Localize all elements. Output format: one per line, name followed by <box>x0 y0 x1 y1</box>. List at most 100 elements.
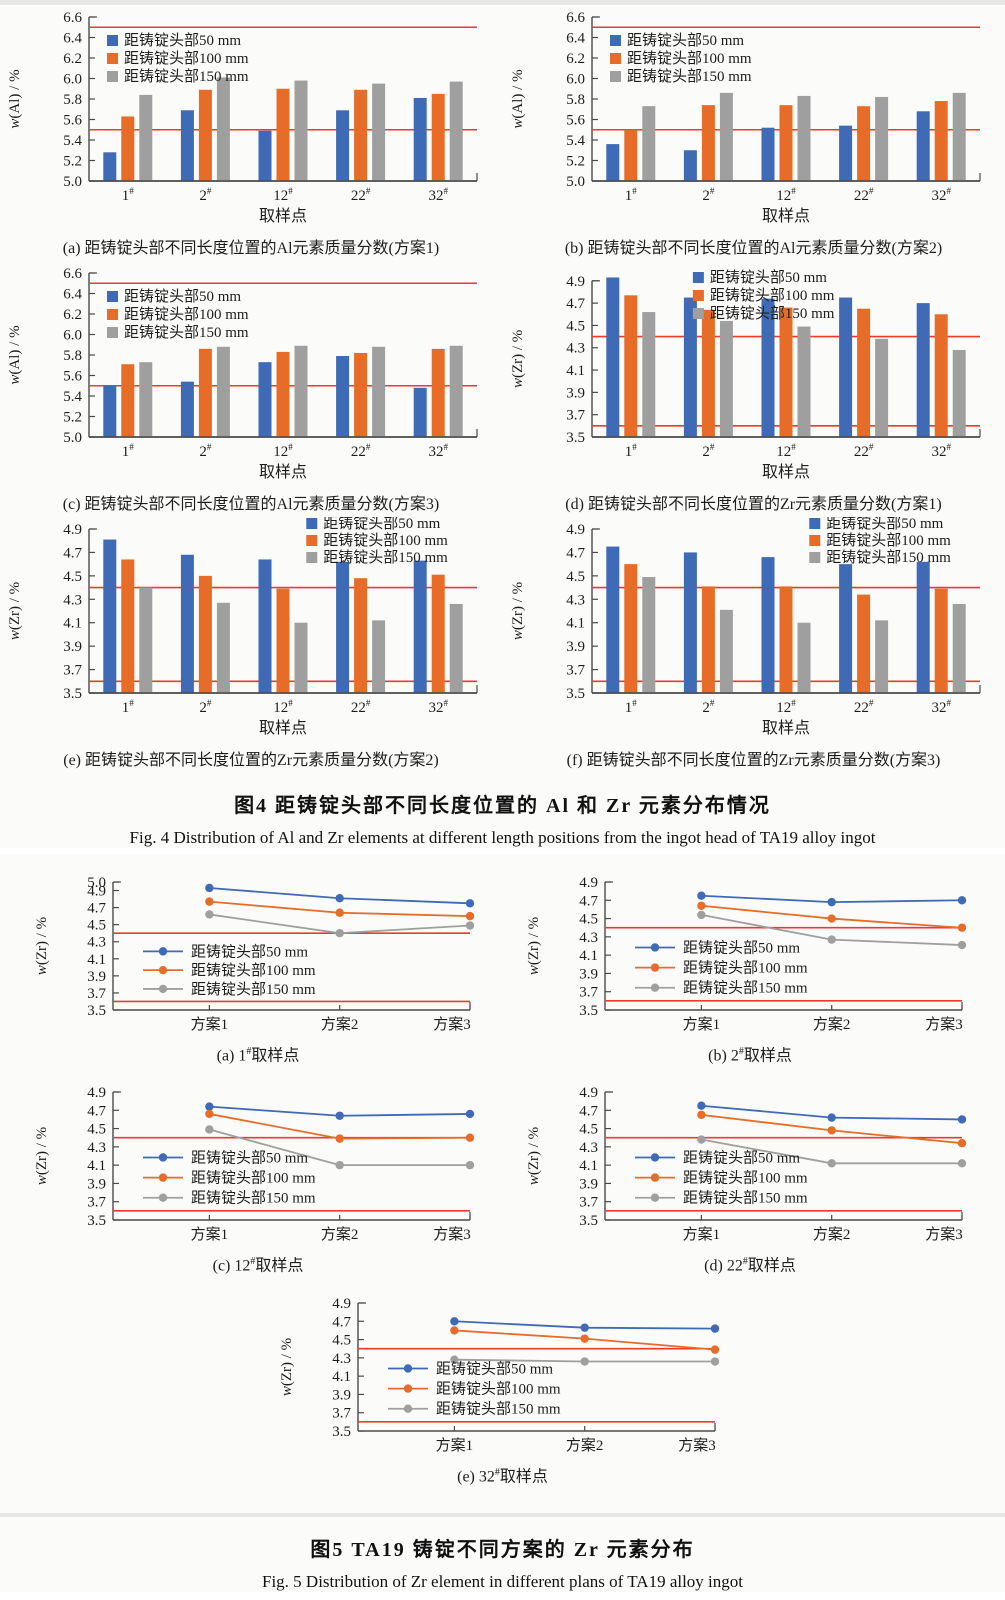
legend-label: 距铸锭头部150 mm <box>191 1190 316 1207</box>
y-tick-label: 6.6 <box>566 10 585 26</box>
x-category-label: 22# <box>351 442 371 460</box>
chart-5e: 3.5 3.7 3.9 4.1 4.3 4.5 4.7 4.9 w(Zr) / % 方案1 方案2 方… <box>279 1296 719 1454</box>
legend-label: 距铸锭头部50 mm <box>436 1360 553 1377</box>
legend-label: 距铸锭头部150 mm <box>191 981 316 998</box>
bar <box>719 320 733 437</box>
y-axis-label: w(Zr) / % <box>526 917 542 975</box>
y-axis-label: w(Zr) / % <box>279 1337 295 1395</box>
bar <box>103 539 117 693</box>
panel-5b: 3.5 3.7 3.9 4.1 4.3 4.5 4.7 4.9 w(Zr) / % 方案1 方案2 方… <box>520 872 980 1068</box>
row-gap <box>0 1489 1005 1503</box>
legend-swatch <box>808 518 820 529</box>
x-category-label: 32# <box>428 698 448 716</box>
legend-label: 距铸锭头部150 mm <box>436 1400 561 1417</box>
bar <box>121 559 135 693</box>
bar <box>797 95 810 181</box>
x-category-label: 2# <box>199 698 212 716</box>
panel-caption-4e: (e) 距铸锭头部不同长度位置的Zr元素质量分数(方案2) <box>63 752 439 769</box>
y-axis-label: w(Al) / % <box>7 69 23 128</box>
legend-label: 距铸锭头部50 mm <box>709 269 826 286</box>
y-axis-label: w(Zr) / % <box>34 917 50 975</box>
chart-4e: 3.5 3.7 3.9 4.1 4.3 4.5 4.7 4.9 w(Zr) / % 1# 2# 12#… <box>7 517 478 737</box>
y-tick-label: 4.1 <box>566 363 585 379</box>
panel-caption-4f: (f) 距铸锭头部不同长度位置的Zr元素质量分数(方案3) <box>566 752 941 769</box>
legend-label: 距铸锭头部150 mm <box>709 305 834 322</box>
bar <box>683 297 697 437</box>
bar <box>372 83 386 181</box>
legend-label: 距铸锭头部50 mm <box>683 1150 800 1167</box>
chart-4a: 5.0 5.2 5.4 5.6 5.8 6.0 6.2 6.4 6.6 w(Al) / % 1# 2#… <box>7 10 478 225</box>
y-tick-label: 6.6 <box>63 266 82 282</box>
panel-4e: 3.5 3.7 3.9 4.1 4.3 4.5 4.7 4.9 w(Zr) / % 1# 2# 12#… <box>0 517 502 773</box>
x-category-label: 方案3 <box>925 1015 963 1033</box>
data-point <box>957 1159 967 1168</box>
y-tick-label: 4.7 <box>579 1104 598 1120</box>
bar <box>797 326 810 437</box>
data-point <box>957 1139 967 1148</box>
legend-label: 距铸锭头部50 mm <box>627 32 744 49</box>
data-point <box>579 1356 589 1366</box>
y-tick-label: 3.5 <box>332 1424 351 1440</box>
legend-label: 距铸锭头部100 mm <box>683 1170 808 1187</box>
y-tick-label: 5.0 <box>63 430 82 446</box>
data-point <box>957 1115 967 1124</box>
bar <box>354 352 368 437</box>
legend-label: 距铸锭头部150 mm <box>826 549 951 566</box>
y-tick-label: 4.5 <box>566 318 585 334</box>
data-point <box>465 1133 475 1143</box>
data-point <box>710 1345 719 1354</box>
legend-swatch <box>609 71 621 82</box>
y-tick-label: 4.1 <box>566 616 585 632</box>
bar <box>449 345 463 437</box>
data-point <box>335 929 344 938</box>
data-point <box>827 935 836 944</box>
x-category-label: 方案1 <box>683 1225 721 1243</box>
x-axis-label: 取样点 <box>761 207 809 225</box>
bar <box>916 111 930 181</box>
data-point <box>205 1102 214 1112</box>
y-axis-label: w(Zr) / % <box>7 582 23 640</box>
legend-label: 距铸锭头部50 mm <box>683 939 800 956</box>
x-category-label: 12# <box>776 186 796 204</box>
y-axis-label: w(Zr) / % <box>510 330 526 388</box>
bar <box>198 575 212 693</box>
bar <box>372 346 386 437</box>
legend-label: 距铸锭头部100 mm <box>191 1170 316 1187</box>
x-category-label: 32# <box>428 186 448 204</box>
bar <box>797 622 810 693</box>
x-category-label: 方案2 <box>813 1015 851 1033</box>
legend-dot <box>158 1153 168 1163</box>
y-axis-label: w(Zr) / % <box>526 1127 542 1185</box>
legend-label: 距铸锭头部150 mm <box>627 68 752 85</box>
bar <box>623 564 637 693</box>
y-tick-label: 3.9 <box>566 385 585 401</box>
bar <box>354 578 368 693</box>
data-point <box>335 1111 344 1121</box>
y-tick-label: 4.9 <box>63 522 82 538</box>
y-tick-label: 5.6 <box>63 369 82 385</box>
bar <box>431 574 445 693</box>
y-tick-label: 3.9 <box>579 1177 598 1193</box>
chart-5b: 3.5 3.7 3.9 4.1 4.3 4.5 4.7 4.9 w(Zr) / % 方案1 方案2 方… <box>526 875 967 1033</box>
legend-swatch <box>808 552 820 563</box>
bar <box>258 559 272 693</box>
y-tick-label: 4.1 <box>579 1158 598 1174</box>
x-category-label: 方案2 <box>813 1225 851 1243</box>
figure5-row-2: 3.5 3.7 3.9 4.1 4.3 4.5 4.7 4.9 w(Zr) / % 方案1 方案2 方… <box>0 1082 1005 1278</box>
y-tick-label: 4.3 <box>566 341 585 357</box>
x-category-label: 方案1 <box>435 1436 473 1454</box>
panel-5e: 3.5 3.7 3.9 4.1 4.3 4.5 4.7 4.9 w(Zr) / % 方案1 方案2 方… <box>273 1293 733 1489</box>
y-tick-label: 6.0 <box>63 328 82 344</box>
data-point <box>465 1110 475 1119</box>
data-point <box>697 1110 706 1120</box>
y-tick-label: 3.5 <box>87 1213 106 1229</box>
y-tick-label: 3.7 <box>63 663 82 679</box>
y-tick-label: 6.4 <box>63 287 82 303</box>
y-tick-label: 5.4 <box>63 133 82 149</box>
x-category-label: 22# <box>853 442 873 460</box>
data-point <box>697 901 706 910</box>
panel-caption-5c: (c) 12#取样点 <box>212 1256 304 1275</box>
chart-5d: 3.5 3.7 3.9 4.1 4.3 4.5 4.7 4.9 w(Zr) / % 方案1 方案2 方… <box>526 1085 967 1243</box>
data-point <box>710 1324 719 1333</box>
